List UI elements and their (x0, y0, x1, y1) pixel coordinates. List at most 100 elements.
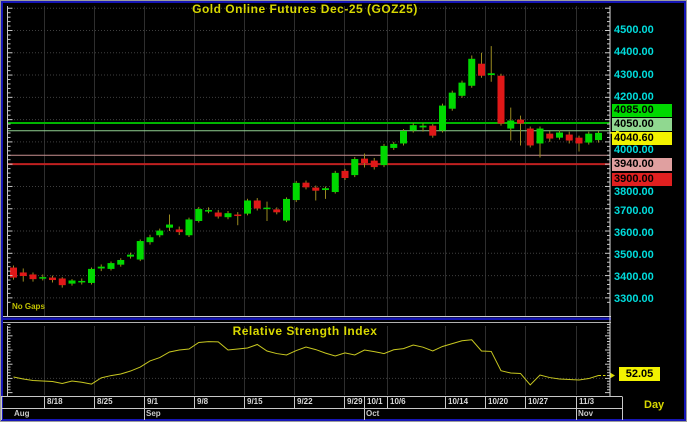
interval-label: Day (644, 399, 665, 411)
price-tick-label: 4000.00 (614, 144, 654, 156)
candle-body (322, 188, 329, 191)
candlestick (439, 103, 446, 133)
price-rulers (7, 6, 611, 396)
candlestick (448, 90, 456, 111)
candle-body (390, 143, 398, 148)
candle-body (166, 224, 173, 228)
candlestick (195, 206, 203, 223)
candle-body (331, 172, 339, 193)
candlestick (429, 124, 437, 138)
candle-body (49, 277, 56, 281)
candlestick (565, 131, 573, 144)
candle-body (517, 119, 524, 124)
candlestick (185, 217, 193, 238)
candlestick (595, 130, 602, 143)
candle-body (575, 137, 583, 144)
candle-body (292, 182, 300, 201)
candle-body (29, 274, 37, 280)
week-label: 9/1 (147, 397, 159, 406)
candlestick (556, 130, 563, 140)
candle-body (19, 272, 27, 277)
panel-dividers (3, 316, 611, 323)
candlestick (468, 55, 476, 88)
month-label: Aug (14, 409, 30, 418)
week-label: 11/3 (579, 397, 595, 406)
week-label: 10/6 (390, 397, 406, 406)
candles-layer (10, 46, 602, 288)
candle-body (175, 229, 183, 233)
candle-body (117, 259, 125, 265)
week-label: 9/29 (347, 397, 363, 406)
candlestick (458, 80, 466, 98)
rsi-title: Relative Strength Index (232, 324, 378, 338)
candlestick (390, 141, 398, 150)
candle-body (468, 58, 476, 86)
candlestick (380, 143, 388, 168)
chart-title: Gold Online Futures Dec-25 (GOZ25) (192, 2, 418, 16)
candlestick (497, 73, 505, 126)
candlestick (478, 52, 485, 78)
main-chart-area[interactable] (8, 6, 610, 316)
candle-body (458, 82, 466, 96)
candlestick (263, 201, 271, 221)
candlestick (244, 198, 251, 216)
candle-body (565, 134, 573, 141)
price-tick-label: 4500.00 (614, 24, 654, 36)
candle-body (273, 209, 281, 213)
candlestick (19, 268, 27, 282)
candlestick (341, 168, 349, 180)
candle-body (419, 125, 427, 128)
candlestick (331, 170, 339, 194)
candle-body (341, 170, 349, 178)
candlestick (273, 207, 281, 215)
price-tick-label: 4040.60 (612, 132, 672, 145)
candlestick (68, 279, 76, 286)
candle-body (448, 92, 456, 109)
rsi-current-value-badge: 52.05 (619, 367, 660, 381)
candlestick (253, 198, 261, 211)
candle-body (546, 133, 554, 139)
candlestick (419, 123, 427, 132)
candle-body (409, 125, 417, 131)
candlestick (10, 265, 17, 280)
price-tick-label: 4050.00 (612, 118, 672, 131)
week-label: 8/18 (47, 397, 63, 406)
rsi-line (13, 339, 599, 386)
candle-body (478, 63, 485, 76)
candlestick (175, 226, 183, 236)
price-tick-label: 3300.00 (614, 292, 654, 305)
candlestick (29, 272, 37, 282)
candle-body (244, 200, 251, 214)
price-tick-label: 3900.00 (612, 172, 672, 186)
price-tick-label: 3800.00 (614, 186, 654, 198)
candle-body (39, 277, 47, 279)
candle-body (487, 73, 495, 76)
candle-body (97, 266, 105, 269)
week-label: 10/27 (528, 397, 549, 406)
candle-body (234, 214, 242, 217)
week-label: 9/15 (247, 397, 263, 406)
week-label: 10/20 (488, 397, 509, 406)
candlestick (58, 277, 66, 288)
candlestick (322, 186, 329, 199)
candlestick (370, 157, 378, 170)
candlestick (409, 123, 417, 133)
candlestick (351, 157, 359, 178)
candlestick (49, 275, 56, 283)
candle-body (380, 145, 388, 166)
week-label: 9/22 (297, 397, 313, 406)
candlestick (575, 135, 583, 152)
candle-body (146, 237, 154, 243)
candle-body (78, 280, 86, 283)
candlestick (214, 210, 222, 219)
candle-body (429, 125, 437, 136)
candle-body (58, 278, 66, 286)
candle-body (595, 132, 602, 141)
candle-body (507, 120, 515, 129)
candlestick (312, 185, 320, 201)
month-label: Nov (578, 409, 594, 418)
candle-body (556, 132, 563, 138)
